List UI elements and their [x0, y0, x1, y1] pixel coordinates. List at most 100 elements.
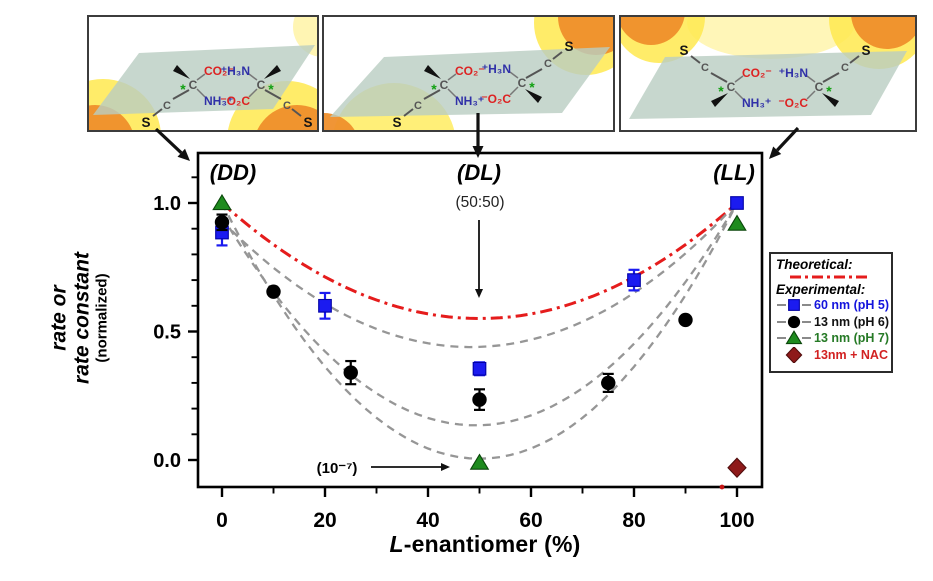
- methyl-wedge: [822, 93, 839, 107]
- nanoparticle-blob: [257, 105, 317, 130]
- curve-theoretical: [221, 201, 738, 321]
- bottom-group-label: NH₃⁺: [742, 96, 771, 110]
- arrow-panel-ll: [769, 126, 800, 159]
- red-axis-mark: [719, 484, 725, 490]
- data-point-13-nm-ph-7--x100: [727, 214, 747, 231]
- y-axis-title-line2: rate constant: [70, 252, 94, 384]
- square-marker: [627, 273, 641, 287]
- methyl-wedge: [173, 65, 190, 79]
- data-point-60-nm-ph-5--x20: [318, 298, 332, 313]
- legend-marker-diamond: [785, 346, 803, 363]
- triangle-marker: [469, 453, 490, 470]
- square-marker: [730, 196, 744, 210]
- methyl-wedge: [424, 65, 441, 79]
- circle-marker: [214, 215, 230, 230]
- molecule-left: CO₂⁻NH₃⁺C*CS: [679, 43, 771, 110]
- curve-fit-middle: [221, 202, 738, 427]
- x-axis-title: L-enantiomer (%): [318, 531, 652, 558]
- triangle-marker: [727, 214, 747, 231]
- chiral-star: *: [718, 83, 724, 99]
- data-point-60-nm-ph-5--x50: [472, 361, 487, 376]
- y-axis-title-line1: rate or: [47, 285, 71, 351]
- nanoparticle-blob: [558, 17, 613, 55]
- y-tick-label: 0.0: [153, 450, 181, 472]
- data-point-13-nm-ph-6--x50: [472, 392, 487, 407]
- circle-marker: [678, 312, 693, 328]
- bottom-group-label: ⁻O₂C: [220, 94, 250, 108]
- sulfur-label: S: [141, 115, 150, 130]
- beta-carbon-label: C: [701, 62, 709, 74]
- gold-surface-plane: [93, 45, 315, 115]
- legend-box: Theoretical: Experimental: 60 nm (pH 5) …: [769, 252, 893, 373]
- beta-carbon-label: C: [544, 58, 552, 70]
- legend-marker-triangle: [777, 330, 811, 345]
- circle-marker: [601, 375, 616, 391]
- arrow-10-minus-7: [371, 463, 450, 471]
- legend-entry-13nm-ph7: 13 nm (pH 7): [776, 330, 891, 347]
- square-marker: [318, 298, 332, 313]
- molecule-left: CO₂⁻NH₃⁺C*CS: [392, 64, 484, 130]
- data-point-13-nm-ph-6--x0: [214, 215, 230, 230]
- alpha-carbon-label: C: [257, 78, 266, 92]
- legend-label-13nm-ph7: 13 nm (pH 7): [814, 331, 890, 346]
- data-point-13-nm-ph-7--x50: [469, 453, 490, 470]
- legend-label-60nm-ph5: 60 nm (pH 5): [814, 298, 890, 313]
- methyl-wedge: [711, 93, 728, 107]
- circle-marker: [472, 392, 487, 407]
- annotation-dl: (DL): [457, 160, 501, 185]
- chiral-star: *: [431, 81, 437, 97]
- chiral-star: *: [268, 81, 274, 97]
- data-point-13nm-nac-x100: [727, 457, 747, 479]
- annotation-10-minus-7: (10⁻⁷): [317, 460, 358, 477]
- molecule-left: CO₂⁻NH₃⁺C*CS: [141, 64, 233, 130]
- data-point-13-nm-ph-6--x25: [343, 365, 358, 380]
- alpha-carbon-label: C: [815, 80, 824, 94]
- legend-experimental-heading: Experimental:: [776, 282, 866, 297]
- x-tick-label: 100: [719, 509, 754, 532]
- alpha-carbon-label: C: [440, 78, 449, 92]
- alpha-carbon-label: C: [727, 80, 736, 94]
- beta-carbon-label: C: [414, 100, 422, 112]
- legend-entry-60nm-ph5: 60 nm (pH 5): [776, 297, 891, 314]
- data-point-13-nm-ph-7--x0: [212, 193, 232, 211]
- x-tick-label: 20: [313, 509, 336, 532]
- top-group-label: CO₂⁻: [204, 64, 234, 78]
- bottom-group-label: ⁻O₂C: [481, 92, 511, 106]
- nanoparticle-blob: [621, 17, 685, 45]
- legend-label-13nm-nac: 13nm + NAC: [814, 347, 888, 362]
- surface-panel-dd: CO₂⁻ NH₃⁺ C * C S ⁺H₃N ⁻O₂C C * C S: [87, 15, 319, 132]
- bottom-group-label: ⁻O₂C: [778, 96, 808, 110]
- data-point-60-nm-ph-5--x100: [730, 196, 744, 210]
- nanoparticle-glow: [687, 17, 855, 59]
- top-group-label: CO₂⁻: [455, 64, 485, 78]
- triangle-marker: [785, 330, 803, 345]
- y-tick-label: 1.0: [153, 193, 181, 215]
- square-marker: [472, 361, 487, 376]
- circle-marker: [343, 365, 358, 380]
- arrow-50-50: [475, 220, 483, 298]
- arrow-panel-dd: [154, 127, 190, 161]
- legend-marker-circle: [777, 315, 811, 328]
- beta-carbon-label: C: [163, 100, 171, 112]
- data-point-13-nm-ph-6--x75: [601, 375, 616, 391]
- x-tick-label: 60: [519, 509, 542, 532]
- sulfur-label: S: [861, 43, 870, 58]
- legend-entry-13nm-nac: 13nm + NAC: [776, 346, 891, 364]
- chiral-star: *: [529, 79, 535, 95]
- beta-carbon-label: C: [841, 62, 849, 74]
- data-point-13-nm-ph-6--x90: [678, 312, 693, 328]
- legend-theoretical-line-sample: [790, 275, 868, 279]
- surface-panel-dl: CO₂⁻ NH₃⁺ C * C S ⁺H₃N ⁻O₂C C * C S: [322, 15, 615, 132]
- x-axis-title-italic: L: [389, 531, 404, 557]
- top-group-label: CO₂⁻: [742, 66, 772, 80]
- diamond-marker: [785, 346, 803, 363]
- triangle-marker: [212, 193, 232, 211]
- top-group-label: ⁺H₃N: [221, 64, 250, 78]
